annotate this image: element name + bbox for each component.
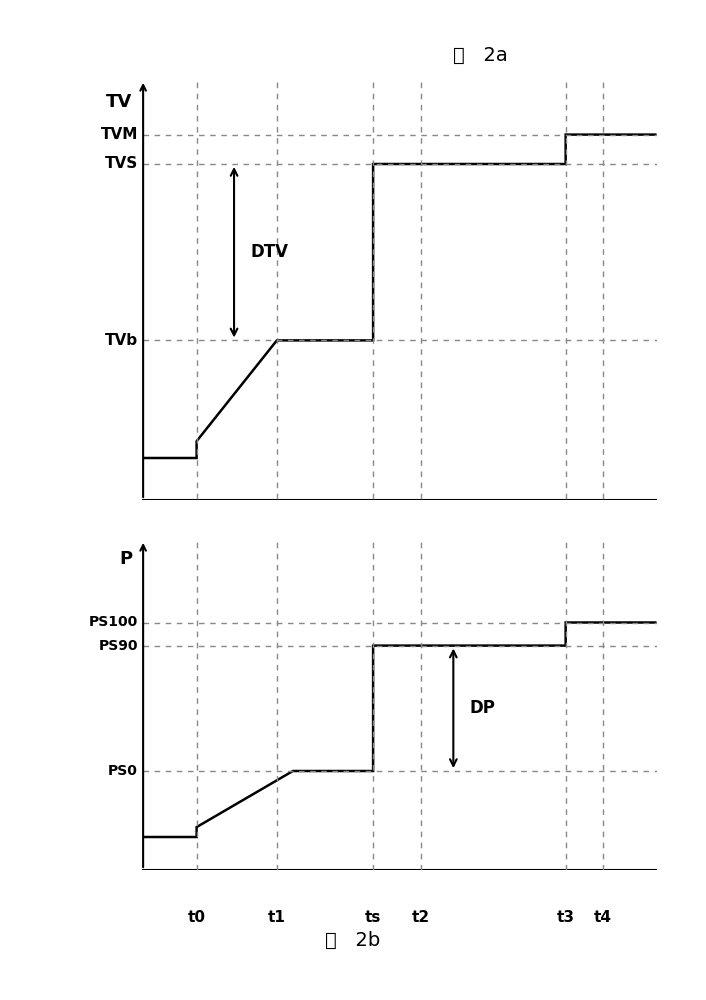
Text: P: P (119, 550, 133, 568)
Text: t2: t2 (412, 910, 431, 925)
Text: t3: t3 (556, 910, 575, 925)
Text: t1: t1 (268, 910, 286, 925)
Text: t4: t4 (594, 910, 612, 925)
Text: TV: TV (106, 93, 133, 111)
Text: TVS: TVS (104, 156, 138, 172)
Text: ts: ts (365, 910, 381, 925)
Text: PS90: PS90 (98, 639, 138, 653)
Text: TVM: TVM (100, 127, 138, 142)
Text: DP: DP (469, 699, 495, 717)
Text: TVb: TVb (104, 333, 138, 348)
Text: t0: t0 (188, 910, 205, 925)
Text: PS100: PS100 (88, 615, 138, 630)
Text: 图   2b: 图 2b (325, 930, 381, 950)
Text: DTV: DTV (250, 243, 288, 261)
Text: 图   2a: 图 2a (453, 45, 508, 64)
Text: PS0: PS0 (108, 764, 138, 778)
